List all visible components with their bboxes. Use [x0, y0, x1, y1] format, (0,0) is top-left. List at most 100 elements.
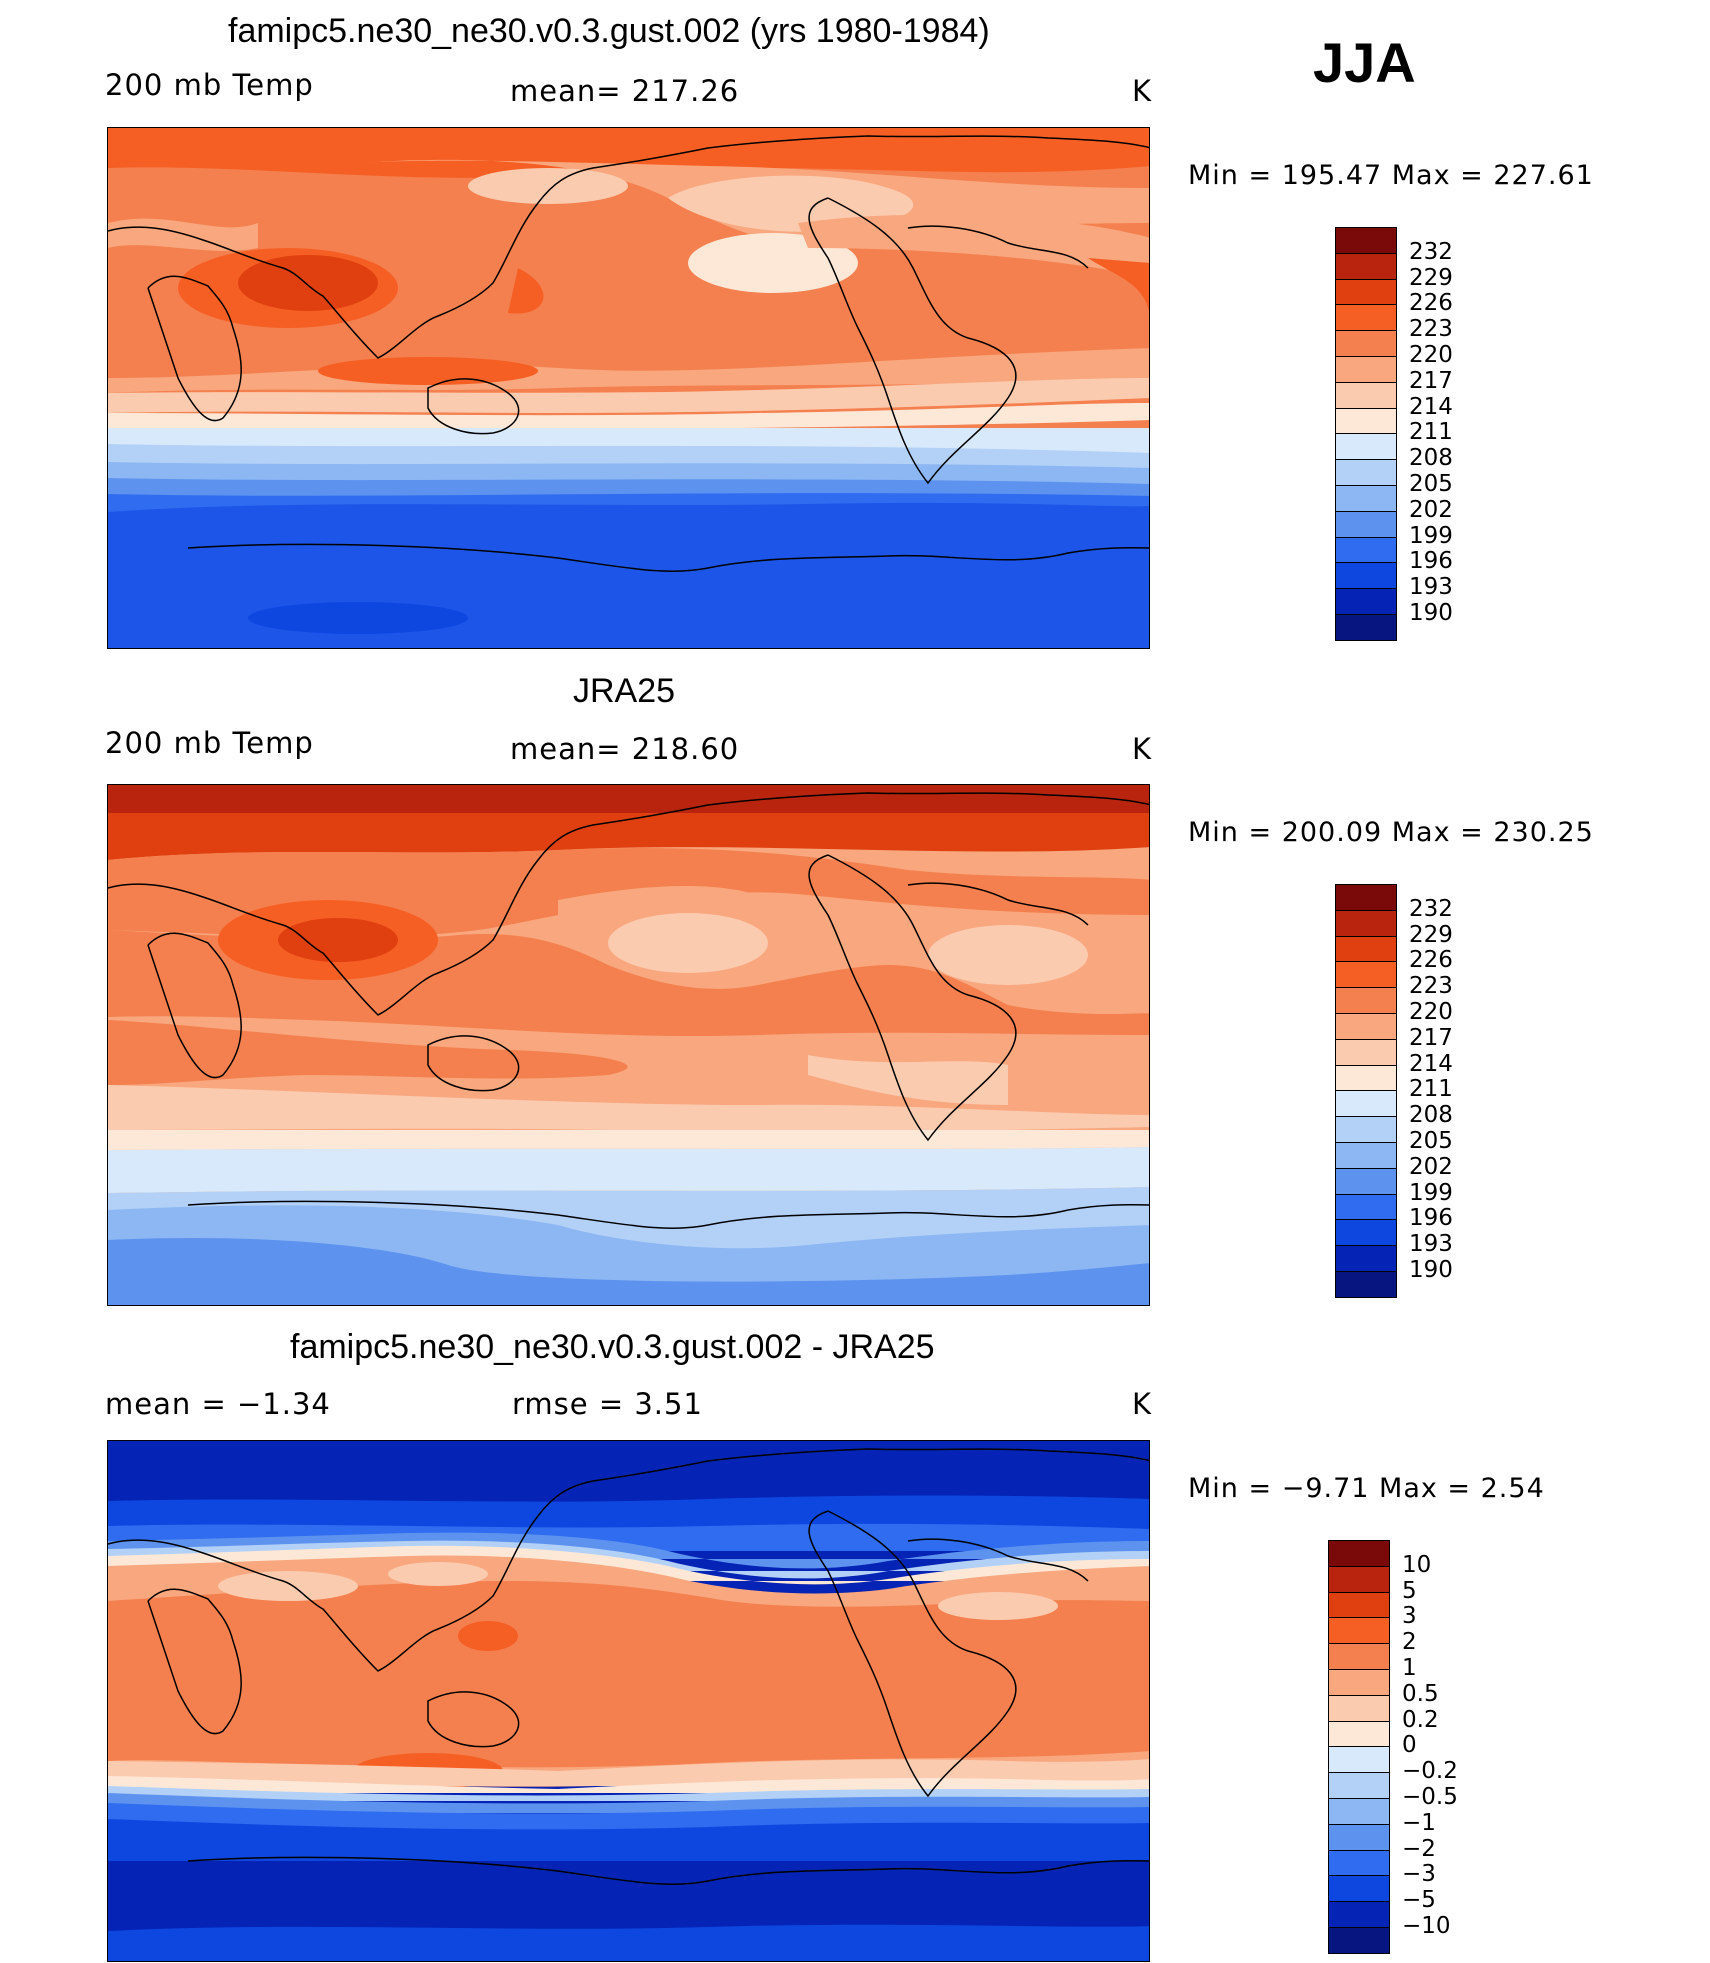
colorbar-swatch	[1335, 909, 1397, 938]
colorbar-swatch	[1335, 278, 1397, 306]
colorbar-label: 223	[1409, 973, 1453, 1000]
colorbar-label: 211	[1409, 1076, 1453, 1103]
colorbar-swatch	[1335, 1167, 1397, 1196]
colorbar-label: 232	[1409, 895, 1453, 922]
panel-1-map	[107, 127, 1150, 649]
colorbar-swatch	[1335, 1038, 1397, 1067]
panel-3-rmse-label: rmse = 3.51	[512, 1387, 703, 1421]
colorbar-swatch	[1328, 1746, 1390, 1774]
colorbar-swatch	[1335, 304, 1397, 332]
panel-2-map	[107, 784, 1150, 1306]
panel-3-title: famipc5.ne30_ne30.v0.3.gust.002 - JRA25	[290, 1328, 935, 1366]
colorbar-label: 217	[1409, 367, 1453, 394]
panel-3-mean-label: mean = −1.34	[105, 1387, 331, 1421]
colorbar-swatch	[1335, 1013, 1397, 1041]
colorbar-label: −3	[1402, 1861, 1436, 1888]
colorbar-label: −1	[1402, 1809, 1436, 1836]
colorbar-swatch	[1328, 1643, 1390, 1671]
colorbar-label: 232	[1409, 238, 1453, 265]
colorbar-swatch	[1335, 1193, 1397, 1221]
colorbar-swatch	[1335, 510, 1397, 539]
colorbar-swatch	[1328, 1849, 1390, 1877]
colorbar-label: 214	[1409, 1050, 1453, 1077]
colorbar-label: 226	[1409, 290, 1453, 317]
colorbar-label: 0	[1402, 1732, 1417, 1759]
colorbar-label: 205	[1409, 1128, 1453, 1154]
colorbar-swatch	[1335, 252, 1397, 281]
colorbar-label: −10	[1402, 1913, 1451, 1939]
colorbar-swatch	[1335, 562, 1397, 590]
colorbar-swatch	[1335, 935, 1397, 963]
colorbar-label: 0.5	[1402, 1680, 1439, 1707]
colorbar-label: 208	[1409, 445, 1453, 472]
colorbar-label: 3	[1402, 1603, 1417, 1630]
colorbar-swatch	[1328, 1772, 1390, 1800]
colorbar-swatch	[1335, 330, 1397, 358]
colorbar-swatch	[1328, 1617, 1390, 1645]
colorbar-label: −0.5	[1402, 1784, 1458, 1810]
colorbar-swatch	[1328, 1823, 1390, 1852]
colorbar-swatch	[1335, 987, 1397, 1015]
colorbar-swatch	[1328, 1669, 1390, 1697]
panel-2-variable-label: 200 mb Temp	[105, 726, 314, 760]
colorbar-swatch	[1335, 356, 1397, 384]
colorbar-label: 220	[1409, 342, 1453, 368]
colorbar-swatch	[1335, 227, 1397, 255]
colorbar-swatch	[1335, 1116, 1397, 1144]
colorbar-label: 205	[1409, 471, 1453, 497]
panel-3-minmax: Min = −9.71 Max = 2.54	[1188, 1473, 1545, 1504]
colorbar-swatch	[1335, 1271, 1397, 1299]
colorbar-label: 229	[1409, 264, 1453, 291]
colorbar-label: 220	[1409, 999, 1453, 1025]
colorbar-swatch	[1328, 1694, 1390, 1723]
colorbar-swatch	[1335, 884, 1397, 912]
colorbar-label: 208	[1409, 1102, 1453, 1129]
panel-2-minmax: Min = 200.09 Max = 230.25	[1188, 817, 1594, 848]
colorbar-label: 199	[1409, 522, 1453, 549]
panel-1-minmax: Min = 195.47 Max = 227.61	[1188, 160, 1594, 191]
colorbar-swatch	[1335, 407, 1397, 435]
colorbar-label: 193	[1409, 1231, 1453, 1258]
colorbar-swatch	[1335, 1142, 1397, 1170]
panel-1-title: famipc5.ne30_ne30.v0.3.gust.002 (yrs 198…	[228, 12, 990, 50]
panel-3-map	[107, 1440, 1150, 1962]
colorbar-label: 1	[1402, 1655, 1417, 1681]
colorbar-swatch	[1328, 1798, 1390, 1826]
colorbar-swatch	[1335, 1090, 1397, 1118]
colorbar-label: 190	[1409, 600, 1453, 626]
colorbar-swatch	[1328, 1927, 1390, 1955]
colorbar-label: 226	[1409, 947, 1453, 974]
season-label: JJA	[1313, 31, 1416, 94]
colorbar-swatch	[1328, 1720, 1390, 1748]
colorbar-label: 10	[1402, 1551, 1432, 1578]
colorbar-swatch	[1335, 536, 1397, 564]
colorbar-swatch	[1328, 1901, 1390, 1929]
panel-1-variable-label: 200 mb Temp	[105, 68, 314, 102]
colorbar-swatch	[1335, 588, 1397, 616]
colorbar-label: 211	[1409, 419, 1453, 446]
panel-1-units-label: K	[1132, 74, 1153, 108]
colorbar-swatch	[1335, 381, 1397, 410]
colorbar-label: 196	[1409, 548, 1453, 575]
colorbar-swatch	[1335, 433, 1397, 461]
colorbar-label: 193	[1409, 574, 1453, 601]
colorbar-swatch	[1335, 1219, 1397, 1247]
colorbar-swatch	[1328, 1591, 1390, 1619]
colorbar-label: 190	[1409, 1257, 1453, 1283]
panel-1-mean-label: mean= 217.26	[510, 74, 740, 108]
colorbar-label: 5	[1402, 1577, 1417, 1604]
colorbar-label: 2	[1402, 1629, 1417, 1656]
colorbar-swatch	[1335, 485, 1397, 513]
colorbar-label: 202	[1409, 496, 1453, 523]
colorbar-label: −2	[1402, 1835, 1436, 1862]
colorbar-label: −5	[1402, 1887, 1436, 1914]
panel-2-title: JRA25	[573, 672, 676, 710]
colorbar-label: 229	[1409, 921, 1453, 948]
colorbar-label: 214	[1409, 393, 1453, 420]
colorbar-swatch	[1335, 1064, 1397, 1092]
colorbar-swatch	[1335, 614, 1397, 642]
panel-3-units-label: K	[1132, 1387, 1153, 1421]
colorbar-label: 223	[1409, 316, 1453, 343]
colorbar-label: 199	[1409, 1179, 1453, 1206]
colorbar-label: 0.2	[1402, 1706, 1439, 1733]
